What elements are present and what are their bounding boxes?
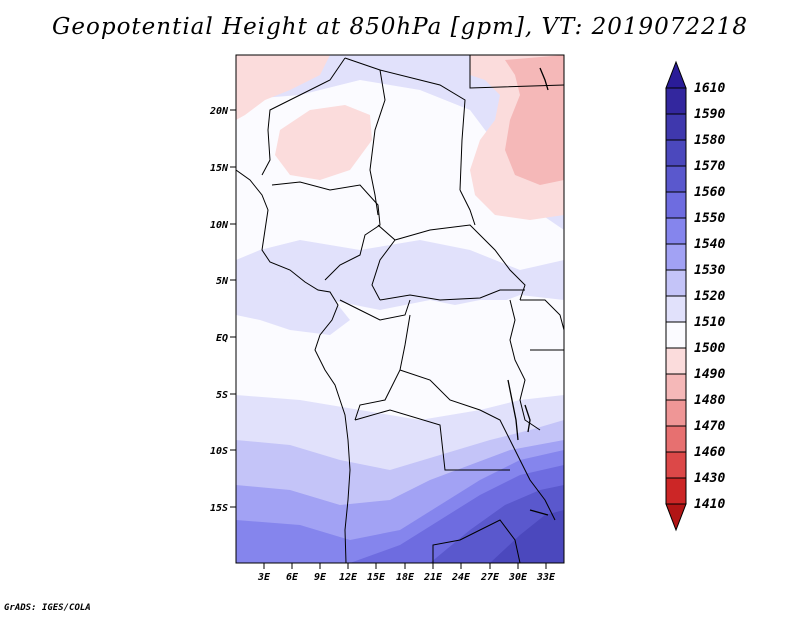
colorbar-label: 1550 <box>694 211 725 226</box>
lat-label: 20N <box>209 106 229 117</box>
colorbar-label: 1470 <box>694 419 725 434</box>
colorbar-label: 1610 <box>694 81 725 96</box>
colorbar-label: 1520 <box>694 289 725 304</box>
colorbar-swatch <box>665 347 687 375</box>
colorbar-swatch <box>665 451 687 479</box>
colorbar-label: 1460 <box>694 445 725 460</box>
colorbar-label: 1510 <box>694 315 725 330</box>
map-title: Geopotential Height at 850hPa [gpm], VT:… <box>52 14 748 40</box>
lon-label: 27E <box>480 572 500 583</box>
colorbar-labels: 1610 1590 1580 1570 1560 1550 1540 1530 1520 1510… <box>694 81 725 512</box>
colorbar-swatch <box>665 217 687 245</box>
geopotential-field <box>236 55 564 563</box>
lon-label: 33E <box>536 572 556 583</box>
colorbar-swatch <box>665 191 687 219</box>
colorbar-label: 1570 <box>694 159 725 174</box>
lat-label: 5S <box>216 390 228 401</box>
colorbar-swatch <box>665 373 687 401</box>
lon-label: 21E <box>423 572 443 583</box>
colorbar-swatches <box>665 60 687 532</box>
lat-label: 10N <box>210 220 229 231</box>
lon-label: 12E <box>339 572 358 583</box>
lat-label: 10S <box>210 446 228 457</box>
colorbar-label: 1410 <box>694 497 725 512</box>
lat-label: 5N <box>216 276 229 287</box>
colorbar-swatch <box>665 139 687 167</box>
lon-label: 30E <box>508 572 528 583</box>
latitude-axis: 20N 15N 10N 5N EQ 5S 10S 15S <box>209 106 236 514</box>
colorbar-label: 1540 <box>694 237 725 252</box>
colorbar-swatch <box>665 113 687 141</box>
lon-label: 15E <box>367 572 386 583</box>
colorbar-swatch <box>665 87 687 115</box>
colorbar-swatch <box>665 399 687 427</box>
colorbar-swatch <box>665 165 687 193</box>
map-frame <box>235 54 565 564</box>
colorbar-swatch <box>665 425 687 453</box>
lon-label: 24E <box>451 572 471 583</box>
colorbar-label: 1500 <box>694 341 725 356</box>
colorbar-swatch <box>665 321 687 349</box>
lat-label: EQ <box>216 333 228 344</box>
colorbar-label: 1490 <box>694 367 725 382</box>
longitude-axis: 3E 6E 9E 12E 15E 18E 21E 24E 27E 30E 33E <box>257 563 556 583</box>
colorbar-swatch <box>665 477 687 505</box>
lon-label: 18E <box>396 572 415 583</box>
colorbar-label: 1590 <box>694 107 725 122</box>
colorbar-label: 1530 <box>694 263 725 278</box>
colorbar-label: 1430 <box>694 471 725 486</box>
lat-label: 15S <box>210 503 228 514</box>
colorbar-label: 1480 <box>694 393 725 408</box>
colorbar: 1610 1590 1580 1570 1560 1550 1540 1530 1520 1510… <box>665 60 725 532</box>
colorbar-top-arrow <box>665 60 687 89</box>
lon-label: 9E <box>314 572 327 583</box>
lat-label: 15N <box>210 163 229 174</box>
colorbar-swatch <box>665 269 687 297</box>
colorbar-swatch <box>665 295 687 323</box>
colorbar-swatch <box>665 243 687 271</box>
colorbar-bottom-arrow <box>665 503 687 532</box>
colorbar-label: 1580 <box>694 133 725 148</box>
colorbar-label: 1560 <box>694 185 725 200</box>
lon-label: 3E <box>257 572 271 583</box>
grads-credit: GrADS: IGES/COLA <box>4 603 91 613</box>
lon-label: 6E <box>286 572 299 583</box>
